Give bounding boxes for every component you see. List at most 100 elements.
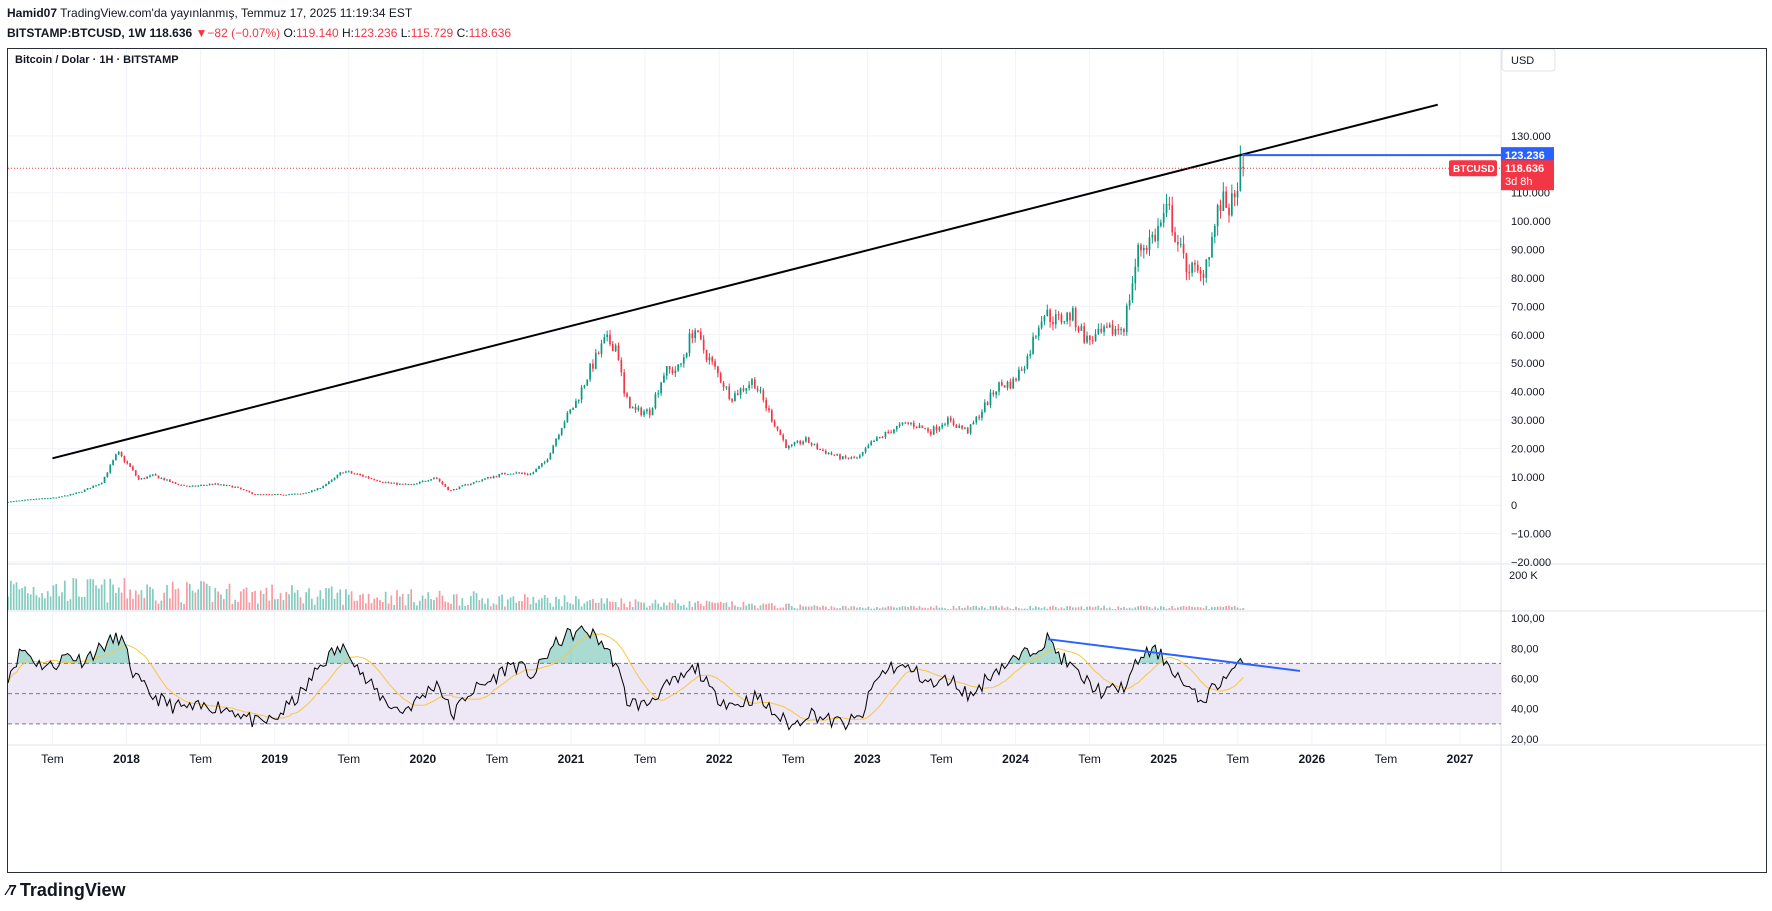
- candle-body: [819, 449, 821, 451]
- chart-frame: [7, 48, 1767, 873]
- high-price-tag: [1501, 147, 1554, 164]
- volume-bar: [898, 607, 901, 610]
- volume-bar: [120, 592, 123, 610]
- volume-bar: [1026, 608, 1029, 610]
- candle-body: [552, 445, 555, 454]
- volume-bar: [799, 604, 802, 610]
- volume-bar: [438, 590, 441, 610]
- volume-bar: [972, 605, 975, 610]
- candle-body: [49, 498, 52, 500]
- candle-body: [870, 441, 873, 446]
- volume-bar: [299, 597, 302, 610]
- candle-body: [856, 457, 858, 459]
- candle-body: [663, 375, 665, 383]
- volume-bar: [884, 607, 887, 610]
- volume-bar: [881, 607, 884, 610]
- volume-bar: [742, 601, 745, 610]
- candle-body: [154, 474, 157, 476]
- candle-body: [370, 478, 373, 480]
- candle-body: [134, 470, 137, 476]
- candle-body: [1148, 237, 1151, 251]
- volume-bar: [393, 605, 396, 610]
- volume-bar: [271, 584, 273, 610]
- volume-bar: [339, 589, 342, 610]
- volume-bar: [515, 602, 518, 610]
- candle-body: [1123, 329, 1125, 333]
- volume-bar: [717, 602, 719, 610]
- volume-bar: [682, 604, 685, 610]
- candle-body: [1003, 385, 1006, 388]
- candle-body: [228, 485, 231, 487]
- candle-body: [580, 387, 583, 400]
- volume-bar: [257, 603, 259, 610]
- volume-bar: [921, 607, 924, 610]
- volume-bar: [1142, 606, 1145, 610]
- tradingview-footer[interactable]: ⁄7 TradingView: [7, 880, 126, 901]
- candle-body: [910, 422, 912, 424]
- volume-bars: [8, 578, 1245, 610]
- candle-body: [964, 427, 966, 429]
- volume-bar: [810, 606, 813, 610]
- candle-body: [753, 379, 756, 389]
- candle-body: [435, 477, 438, 479]
- candle-body: [330, 479, 333, 482]
- volume-bar: [435, 597, 438, 610]
- candle-body: [52, 497, 55, 499]
- volume-bar: [1103, 605, 1105, 610]
- candle-body: [629, 396, 631, 409]
- trendline: [52, 103, 1439, 460]
- volume-bar: [8, 596, 9, 610]
- candle-body: [1057, 314, 1060, 316]
- volume-bar: [455, 594, 458, 610]
- candle-body: [558, 434, 560, 439]
- volume-bar: [540, 598, 543, 610]
- volume-bar: [961, 608, 963, 610]
- candle-body: [427, 480, 430, 482]
- candle-body: [274, 494, 276, 496]
- candle-body: [626, 393, 628, 397]
- candle-body: [1080, 326, 1083, 331]
- candle-body: [978, 416, 980, 418]
- volume-bar: [929, 606, 932, 610]
- candle-body: [328, 481, 330, 485]
- volume-bar: [978, 607, 980, 610]
- volume-bar: [674, 599, 677, 610]
- volume-bar: [98, 588, 100, 610]
- volume-bar: [1131, 608, 1134, 610]
- volume-bar: [876, 607, 878, 610]
- volume-bar: [21, 588, 24, 610]
- candle-body: [305, 492, 308, 494]
- currency-box: [1501, 49, 1556, 72]
- volume-bar: [447, 602, 449, 610]
- candle-body: [362, 474, 364, 477]
- volume-bar: [467, 604, 469, 610]
- volume-bar: [555, 596, 557, 610]
- candle-body: [21, 500, 24, 502]
- candle-body: [912, 422, 915, 427]
- candle-body: [1128, 300, 1131, 306]
- volume-bar: [322, 598, 325, 610]
- volume-bar: [697, 601, 699, 610]
- volume-bar: [895, 607, 898, 610]
- candle-body: [248, 490, 251, 493]
- candle-body: [677, 364, 679, 371]
- candle-body: [731, 398, 733, 402]
- candle-body: [452, 489, 455, 491]
- candle-body: [319, 487, 322, 489]
- volume-bar: [220, 594, 222, 610]
- volume-bar: [776, 608, 779, 610]
- volume-bar: [802, 606, 804, 610]
- candle-body: [674, 370, 677, 374]
- volume-bar: [626, 607, 628, 610]
- volume-bar: [279, 593, 282, 610]
- volume-bar: [1100, 608, 1103, 610]
- volume-bar: [200, 581, 202, 610]
- volume-bar: [580, 606, 583, 610]
- volume-bar: [498, 596, 501, 610]
- candle-body: [691, 333, 694, 339]
- volume-bar: [725, 602, 728, 610]
- volume-bar: [469, 596, 472, 610]
- candle-body: [881, 436, 884, 438]
- candle-body: [302, 493, 305, 495]
